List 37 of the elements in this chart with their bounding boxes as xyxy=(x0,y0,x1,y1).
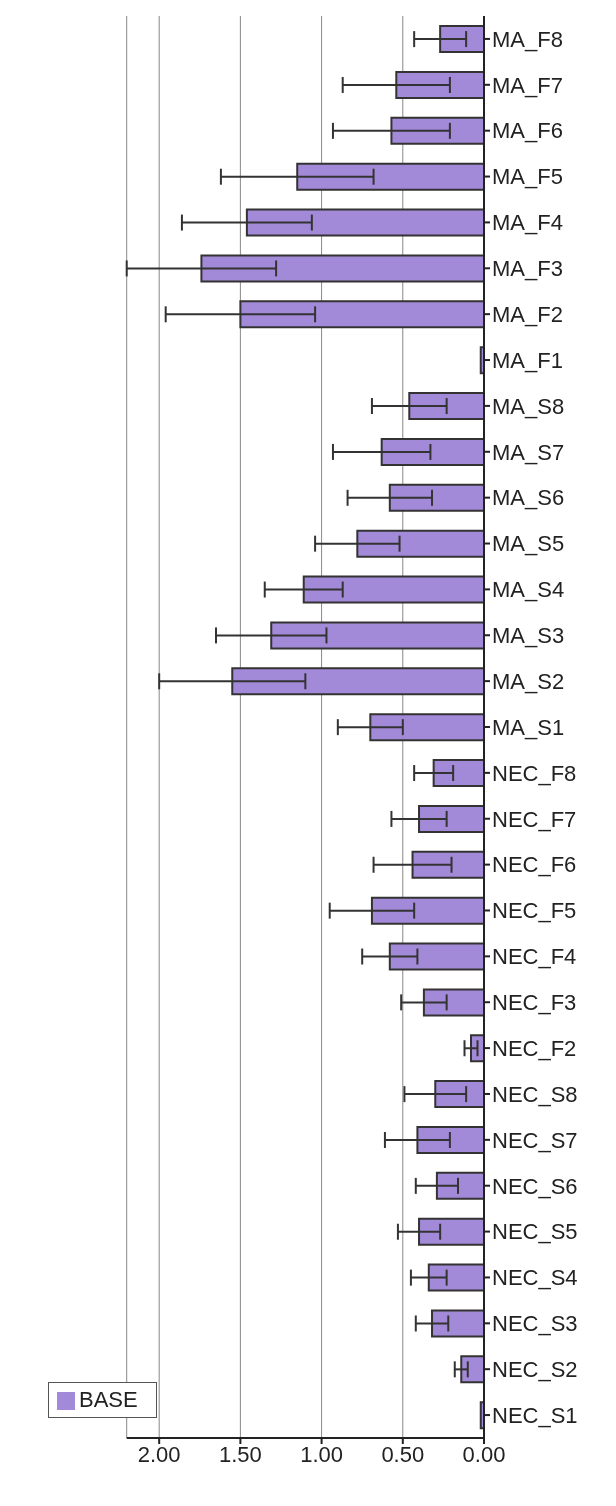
y-tick-label: MA_S6 xyxy=(492,485,565,511)
y-tick-label: NEC_S5 xyxy=(492,1219,578,1245)
legend-label: BASE xyxy=(79,1387,138,1412)
y-tick-label: NEC_F3 xyxy=(492,990,577,1016)
y-tick-label: MA_F8 xyxy=(492,26,563,52)
y-tick-label: NEC_S3 xyxy=(492,1311,578,1337)
y-tick-label: MA_F4 xyxy=(492,210,563,236)
y-tick-label: MA_F1 xyxy=(492,347,563,373)
y-tick-label: NEC_S1 xyxy=(492,1402,578,1428)
y-tick-label: NEC_F5 xyxy=(492,898,577,924)
y-tick-label: NEC_F6 xyxy=(492,852,577,878)
y-tick-label: MA_S7 xyxy=(492,439,565,465)
y-tick-label: NEC_F8 xyxy=(492,760,577,786)
y-tick-label: MA_F2 xyxy=(492,301,563,327)
y-tick-label: MA_S4 xyxy=(492,577,565,603)
x-tick-label: 1.50 xyxy=(218,1441,262,1467)
x-tick-label: 1.00 xyxy=(300,1441,344,1467)
y-tick-label: NEC_F2 xyxy=(492,1035,577,1061)
x-tick-label: 2.00 xyxy=(137,1441,181,1467)
y-tick-label: NEC_S2 xyxy=(492,1357,578,1382)
x-tick-label: 0.50 xyxy=(381,1441,425,1467)
y-tick-label: MA_S1 xyxy=(492,714,565,740)
x-tick-label: 0.00 xyxy=(462,1441,506,1467)
y-tick-label: NEC_F7 xyxy=(492,806,577,832)
y-tick-label: MA_F5 xyxy=(492,164,563,190)
y-tick-label: MA_F3 xyxy=(492,256,563,282)
y-tick-label: NEC_S8 xyxy=(492,1081,578,1107)
y-tick-label: NEC_F4 xyxy=(492,944,577,970)
y-tick-label: MA_S2 xyxy=(492,668,565,694)
y-tick-label: MA_S8 xyxy=(492,393,565,419)
y-tick-label: NEC_S7 xyxy=(492,1127,578,1153)
y-tick-label: NEC_S6 xyxy=(492,1173,578,1199)
y-tick-label: MA_F6 xyxy=(492,118,563,144)
y-tick-label: MA_F7 xyxy=(492,72,563,98)
y-tick-label: MA_S3 xyxy=(492,623,565,649)
y-tick-label: MA_S5 xyxy=(492,531,565,557)
y-tick-label: NEC_S4 xyxy=(492,1265,578,1291)
